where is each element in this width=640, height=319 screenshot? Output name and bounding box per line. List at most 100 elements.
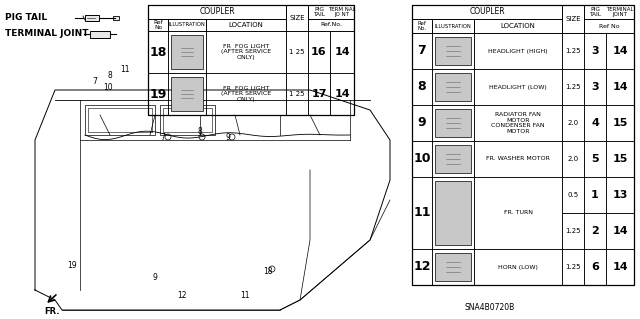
Bar <box>562 249 584 285</box>
Bar <box>308 5 354 19</box>
Text: 17: 17 <box>311 89 327 99</box>
Text: HEADLIGHT (HIGH): HEADLIGHT (HIGH) <box>488 48 548 54</box>
Text: 2: 2 <box>591 226 599 236</box>
Text: FR  FOG LIGHT
(AFTER SERVICE
ONLY): FR FOG LIGHT (AFTER SERVICE ONLY) <box>221 86 271 102</box>
Text: 3: 3 <box>591 82 599 92</box>
Bar <box>412 69 432 105</box>
Text: 1 25: 1 25 <box>289 91 305 97</box>
Bar <box>474 249 562 285</box>
Text: 1: 1 <box>591 190 599 200</box>
Bar <box>412 177 432 249</box>
Bar <box>286 5 308 31</box>
Text: 14: 14 <box>612 82 628 92</box>
Bar <box>584 105 606 141</box>
Bar <box>562 141 584 177</box>
Text: Ref
No: Ref No <box>153 19 163 30</box>
Bar <box>148 73 168 115</box>
Bar <box>206 19 286 31</box>
Text: PIG TAIL: PIG TAIL <box>5 13 47 23</box>
Bar <box>148 31 168 73</box>
Bar <box>85 15 99 21</box>
Text: COUPLER: COUPLER <box>469 8 505 17</box>
Text: 14: 14 <box>334 47 350 57</box>
Bar <box>206 73 286 115</box>
Bar <box>160 105 215 135</box>
Text: 14: 14 <box>334 89 350 99</box>
Text: HORN (LOW): HORN (LOW) <box>498 264 538 270</box>
Text: TERMINAL JOINT: TERMINAL JOINT <box>5 29 88 39</box>
Bar <box>148 5 286 19</box>
Text: Ref
No.: Ref No. <box>417 21 427 31</box>
Bar <box>432 33 474 69</box>
Text: 1.25: 1.25 <box>565 84 580 90</box>
Bar <box>606 177 634 213</box>
Bar <box>584 5 634 19</box>
Bar <box>90 31 110 38</box>
Bar <box>584 33 606 69</box>
Bar <box>435 37 471 65</box>
Bar <box>88 108 152 132</box>
Text: 14: 14 <box>612 262 628 272</box>
Text: 7: 7 <box>93 78 97 86</box>
Text: 14: 14 <box>612 46 628 56</box>
Text: 14: 14 <box>612 226 628 236</box>
Text: 11: 11 <box>240 291 250 300</box>
Text: Ref No: Ref No <box>598 24 620 28</box>
Text: 2.0: 2.0 <box>568 120 579 126</box>
Bar <box>562 5 584 33</box>
Bar <box>330 73 354 115</box>
Text: 19: 19 <box>67 261 77 270</box>
Bar <box>163 108 212 132</box>
Text: Ref.No.: Ref.No. <box>320 23 342 27</box>
Bar <box>606 105 634 141</box>
Text: 3: 3 <box>591 46 599 56</box>
Bar <box>330 31 354 73</box>
Text: COUPLER: COUPLER <box>199 8 235 17</box>
Bar <box>308 73 330 115</box>
Bar <box>432 19 474 33</box>
Text: 12: 12 <box>413 261 431 273</box>
Bar <box>432 249 474 285</box>
Bar <box>85 105 155 135</box>
Bar <box>584 249 606 285</box>
Text: 4: 4 <box>591 118 599 128</box>
Bar <box>584 141 606 177</box>
Bar <box>435 181 471 245</box>
Text: LOCATION: LOCATION <box>500 23 536 29</box>
Bar <box>168 19 206 31</box>
Bar <box>435 109 471 137</box>
Text: TERM NAL
JO NT: TERM NAL JO NT <box>328 7 356 18</box>
Text: FR.: FR. <box>44 308 60 316</box>
Text: 0.5: 0.5 <box>568 192 579 198</box>
Text: SIZE: SIZE <box>289 15 305 21</box>
Bar <box>412 33 432 69</box>
Bar <box>562 105 584 141</box>
Text: TERMINAL
JOINT: TERMINAL JOINT <box>606 7 634 18</box>
Text: 15: 15 <box>612 118 628 128</box>
Text: 8: 8 <box>108 71 113 80</box>
Bar <box>412 5 562 19</box>
Text: PIG
TAIL: PIG TAIL <box>589 7 601 18</box>
Bar <box>562 69 584 105</box>
Bar <box>286 73 308 115</box>
Text: 9: 9 <box>225 132 230 142</box>
Bar <box>168 73 206 115</box>
Text: ILLUSTRATION: ILLUSTRATION <box>168 23 205 27</box>
Bar <box>606 33 634 69</box>
Text: 11: 11 <box>120 65 130 75</box>
Text: FR. TURN: FR. TURN <box>504 211 532 216</box>
Text: 19: 19 <box>149 87 166 100</box>
Bar <box>308 19 354 31</box>
Bar <box>308 31 330 73</box>
Text: 18: 18 <box>263 268 273 277</box>
Bar <box>474 141 562 177</box>
Text: 16: 16 <box>311 47 327 57</box>
Bar <box>435 145 471 173</box>
Bar <box>432 141 474 177</box>
Text: 11: 11 <box>413 206 431 219</box>
Text: 12: 12 <box>177 291 187 300</box>
Text: 1.25: 1.25 <box>565 48 580 54</box>
Bar <box>286 31 308 73</box>
Text: LOCATION: LOCATION <box>228 22 264 28</box>
Bar <box>432 105 474 141</box>
